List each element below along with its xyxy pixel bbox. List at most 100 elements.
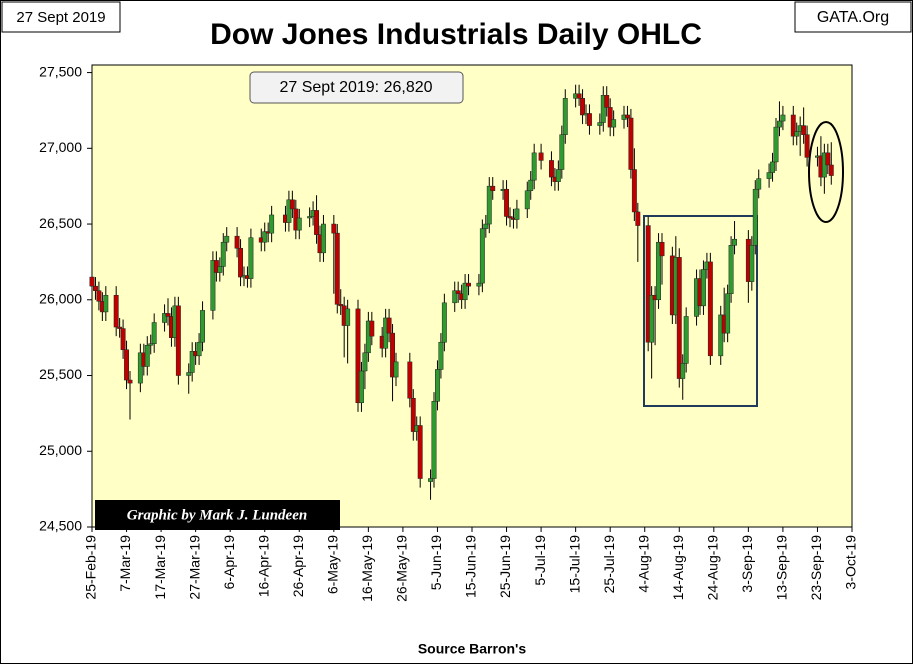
candle-body [559,134,565,170]
candle-body [790,114,796,137]
x-tick-label: 25-Feb-19 [83,535,99,600]
candle-body [137,352,143,384]
candle-body [600,95,606,123]
candle-body [120,328,126,351]
candle-body [393,361,399,378]
candle-body [514,208,520,220]
candle-body [390,332,395,378]
candle-body [331,223,337,234]
candle-body [428,478,433,482]
candle-body [438,341,444,370]
candle-body [196,341,202,357]
x-tick-label: 15-Jul-19 [566,535,582,594]
x-tick-label: 23-Sep-19 [808,535,824,601]
candle-body [165,313,171,317]
candle-body [200,310,205,343]
annotation: 27 Sept 2019: 26,820 [279,79,432,96]
candle-body [531,152,537,181]
candle-body [186,372,192,376]
candle-body [162,313,167,323]
x-tick-label: 3-Oct-19 [843,535,859,590]
x-tick-label: 5-Jun-19 [428,535,444,590]
candle-body [555,169,561,182]
candle-body [224,235,230,243]
candle-body [289,199,295,210]
x-tick-label: 25-Jun-19 [497,535,513,598]
candle-body [410,397,416,432]
candle-body [189,351,195,373]
candle-body [756,178,762,190]
candle-body [296,217,302,231]
candle-body [151,322,157,344]
candle-body [455,290,461,294]
candle-body [701,269,706,307]
x-tick-label: 26-Apr-19 [290,535,306,597]
x-tick-label: 13-Sep-19 [774,535,790,601]
x-tick-label: 16-Apr-19 [255,535,271,597]
candle-body [625,114,630,119]
annotation-box [249,71,464,104]
candle-body [127,379,133,384]
candle-body [89,276,95,287]
candle-body [770,161,775,173]
x-tick-label: 14-Aug-19 [670,535,686,601]
candle-body [628,117,634,170]
candle-body [587,113,592,126]
highlight-ellipse [808,121,844,223]
x-tick-label: 6-May-19 [325,535,341,594]
candle-body [210,260,216,311]
candle-body [217,266,223,273]
chart-title: Dow Jones Industrials Daily OHLC [210,18,702,51]
candle-body [766,172,772,179]
x-tick-label: 7-Mar-19 [117,535,133,592]
y-tick-label: 27,500 [39,63,82,79]
candle-body [462,282,468,301]
candle-body [148,343,154,346]
candle-body [728,245,734,294]
candle-body [476,282,482,287]
x-tick-label: 6-Apr-19 [221,535,237,590]
candle-body [238,248,243,278]
candle-body [359,370,364,404]
x-tick-label: 5-Jul-19 [532,535,548,586]
candle-body [777,120,782,128]
candle-body [365,320,371,354]
candle-body [645,225,651,343]
candle-body [334,232,340,305]
y-tick-label: 24,500 [39,518,82,534]
candle-body [117,326,123,329]
y-tick-label: 26,000 [39,290,82,306]
candle-body [649,294,655,343]
candle-body [466,282,471,287]
candle-body [269,214,275,234]
candle-body [124,349,129,381]
candle-body [676,257,682,379]
candle-body [538,152,544,161]
x-tick-label: 26-May-19 [394,535,410,602]
x-tick-label: 24-Aug-19 [705,535,721,601]
date-label: 27 Sept 2019 [16,9,105,26]
x-tick-label: 16-May-19 [359,535,375,602]
candle-body [725,293,731,334]
candle-body [262,231,268,243]
candle-body [93,285,98,291]
candle-body [656,241,661,301]
site-box [794,1,912,33]
candle-body [103,294,109,313]
candle-body [597,122,603,126]
candle-body [234,235,240,249]
candle-body [441,302,447,343]
candle-body [338,304,344,307]
x-tick-label: 27-Mar-19 [186,535,202,600]
plot-area [91,64,853,528]
candle-body [490,185,496,191]
candle-body [732,238,737,246]
candle-body [635,211,641,226]
candle-body [631,169,637,213]
y-tick-label: 25,000 [39,442,82,458]
candle-body [307,216,313,219]
y-tick-label: 25,500 [39,366,82,382]
candle-body [248,237,254,279]
x-tick-label: 4-Aug-19 [635,535,651,593]
x-tick-label: 3-Sep-19 [739,535,755,593]
